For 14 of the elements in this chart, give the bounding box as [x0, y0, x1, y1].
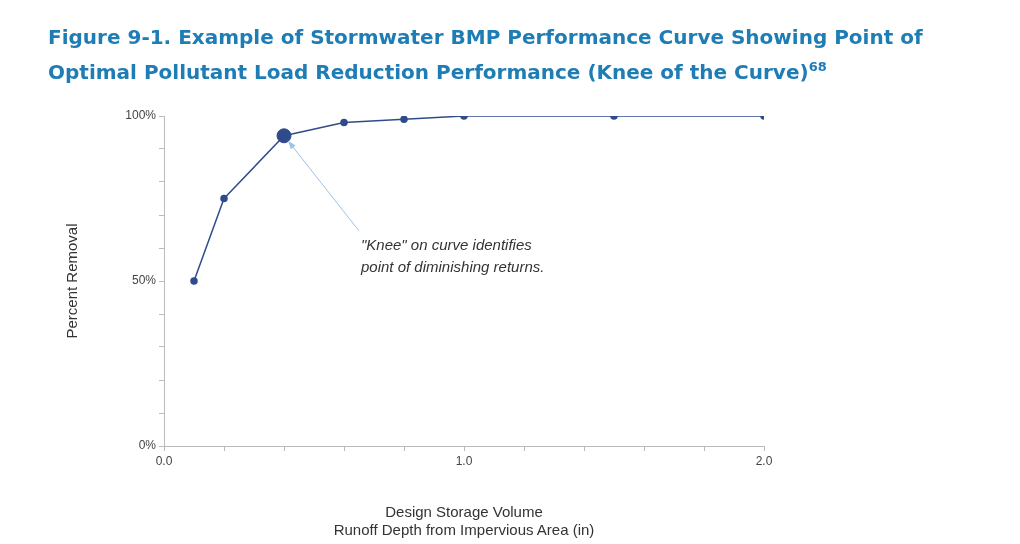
y-tick-label: 50% [131, 273, 157, 288]
x-tick-label: 1.0 [455, 453, 473, 468]
point [190, 277, 198, 285]
point [400, 116, 408, 124]
annotation: "Knee" on curve identifies point of diminishing returns. [360, 236, 545, 276]
y-tick-label: 100% [125, 108, 157, 123]
x-tick-label: 2.0 [755, 453, 773, 468]
x-axis-title: Design Storage Volume Runoff Depth from Impervious Area (in) [333, 503, 595, 539]
y-axis-title: Percent Removal [63, 223, 81, 339]
y-tick-label: 0% [138, 438, 157, 453]
x-tick-label: 0.0 [155, 453, 173, 468]
point [220, 194, 228, 203]
point [340, 118, 348, 127]
chart-title: Figure 9-1. Example of Stormwater BMP Performance Curve Showing Point of Optimal Pollutant Load Reduction Performance (Knee of the Curve)$^{68}$ [48, 24, 924, 86]
